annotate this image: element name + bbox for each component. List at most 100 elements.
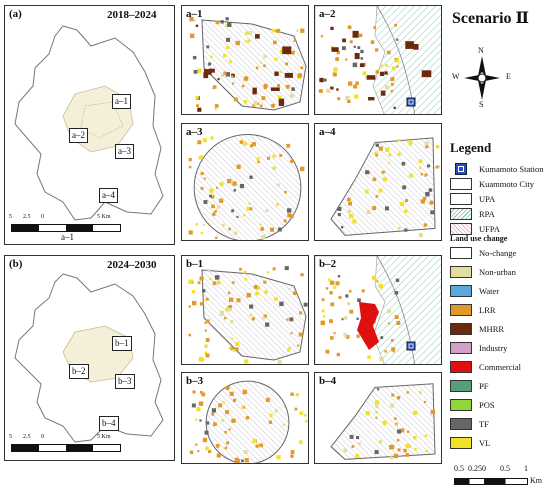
parcel-non-urban	[265, 209, 269, 212]
parcel-tf	[360, 57, 364, 60]
scale-b-t0: 5	[9, 434, 12, 440]
overview-box-a4[interactable]: a–4	[99, 188, 118, 203]
parcel-vl	[304, 419, 308, 423]
parcel-lrr	[347, 197, 351, 202]
parcel-non-urban	[221, 223, 225, 227]
legend-change-label: Commercial	[479, 362, 522, 372]
parcel-lrr	[208, 449, 212, 454]
inset-b2: b–2	[314, 255, 442, 365]
scale-a-t1: 2.5	[23, 214, 31, 220]
parcel-mhrr	[342, 38, 346, 43]
parcel-lrr	[375, 416, 378, 419]
parcel-lrr	[239, 140, 244, 144]
legend-change-item: No-change	[450, 246, 516, 260]
overview-box-a1[interactable]: a–1	[112, 94, 131, 109]
legend-item-label: Kumamoto Station	[479, 164, 544, 174]
parcel-tf	[425, 192, 430, 197]
parcel-vl	[374, 400, 380, 405]
overview-box-b4[interactable]: b–4	[99, 416, 119, 431]
parcel-vl	[209, 188, 214, 193]
parcel-vl	[244, 40, 247, 43]
parcel-vl	[398, 227, 401, 230]
parcel-lrr	[235, 40, 240, 46]
parcel-tf	[303, 302, 308, 307]
parcel-lrr	[393, 453, 399, 459]
parcel-non-urban	[347, 210, 351, 214]
inset-b1: b–1	[181, 255, 309, 365]
parcel-vl	[333, 285, 337, 289]
parcel-lrr	[351, 445, 355, 448]
parcel-mhrr	[405, 41, 414, 49]
parcel-tf	[284, 266, 289, 271]
parcel-lrr	[347, 81, 353, 86]
legend-change-label: POS	[479, 400, 495, 410]
parcel-vl	[195, 95, 199, 100]
parcel-lrr	[420, 172, 424, 176]
city-boundary-a	[14, 25, 164, 221]
parcel-lrr	[212, 281, 217, 286]
legend-change-label: TF	[479, 419, 489, 429]
parcel-lrr	[396, 439, 400, 442]
parcel-lrr	[294, 407, 298, 411]
parcel-lrr	[227, 178, 232, 184]
overview-box-a3[interactable]: a–3	[115, 144, 134, 159]
parcel-vl	[354, 94, 359, 99]
parcel-tf	[208, 62, 212, 66]
parcel-mhrr	[203, 69, 212, 75]
parcel-lrr	[228, 428, 231, 431]
parcel-vl	[419, 391, 422, 394]
parcel-vl	[244, 359, 249, 364]
parcel-lrr	[285, 84, 290, 89]
parcel-vl	[191, 289, 196, 294]
parcel-lrr	[276, 28, 281, 33]
parcel-tf	[214, 275, 220, 280]
parcel-non-urban	[207, 269, 211, 273]
parcel-vl	[252, 438, 257, 444]
parcel-vl	[388, 153, 392, 157]
parcel-lrr	[394, 315, 399, 320]
overview-box-b3[interactable]: b–3	[115, 374, 135, 389]
parcel-vl	[362, 71, 367, 76]
parcel-non-urban	[279, 70, 283, 74]
parcel-lrr	[212, 87, 215, 90]
parcel-tf	[220, 20, 224, 24]
legend-item: Kuammoto City	[450, 177, 534, 191]
inset-b3: b–3	[181, 372, 309, 464]
station-icon	[406, 341, 416, 351]
parcel-lrr	[219, 198, 224, 203]
parcel-vl	[355, 453, 360, 458]
parcel-tf	[337, 206, 342, 211]
legend-change-label: VL	[479, 438, 491, 448]
parcel-lrr	[216, 453, 221, 458]
parcel-vl	[413, 410, 418, 416]
row-a-tag: (a)	[9, 8, 22, 20]
parcel-tf	[365, 170, 370, 175]
parcel-lrr	[218, 403, 223, 408]
parcel-vl	[405, 443, 411, 449]
parcel-tf	[357, 298, 361, 303]
parcel-mhrr	[197, 107, 202, 112]
parcel-vl	[222, 53, 227, 58]
legend-item-label: Kuammoto City	[479, 179, 535, 189]
inset-b3-label: b–3	[186, 375, 204, 387]
parcel-vl	[216, 280, 221, 285]
parcel-lrr	[231, 281, 235, 284]
parcel-vl	[196, 407, 201, 412]
parcel-lrr	[396, 65, 399, 68]
parcel-non-urban	[289, 93, 295, 98]
overview-box-b1[interactable]: b–1	[112, 336, 132, 351]
overview-box-b2[interactable]: b–2	[69, 364, 89, 379]
parcel-lrr	[397, 448, 401, 452]
scale-a-t2: 0	[41, 214, 44, 220]
parcel-vl	[424, 434, 428, 437]
parcel-lrr	[206, 319, 210, 323]
overview-box-a2[interactable]: a–2	[69, 128, 88, 143]
parcel-vl	[197, 68, 202, 74]
parcel-lrr	[263, 86, 267, 90]
legend-change-label: LRR	[479, 305, 496, 315]
parcel-lrr	[393, 417, 397, 420]
parcel-lrr	[233, 97, 238, 102]
parcel-lrr	[213, 85, 217, 89]
parcel-non-urban	[326, 88, 331, 93]
parcel-mhrr	[368, 96, 375, 101]
